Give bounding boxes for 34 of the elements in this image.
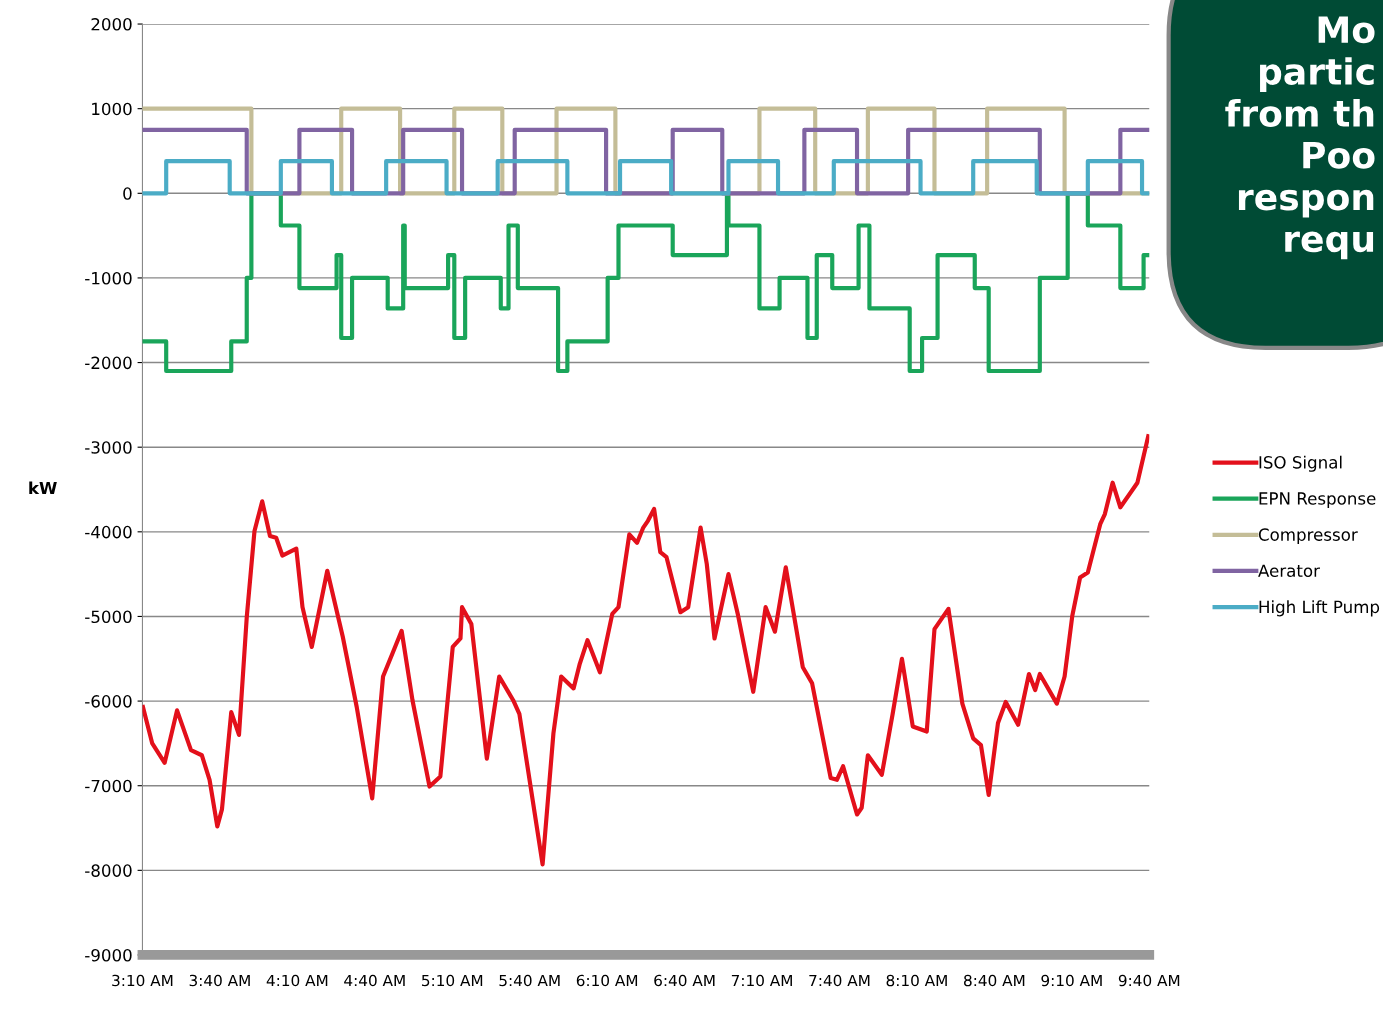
x-tick-label: 3:10 AM — [112, 974, 173, 987]
legend-label: Compressor — [1258, 528, 1358, 545]
x-tick-label: 5:10 AM — [422, 974, 483, 987]
legend-label: High Lift Pump — [1259, 600, 1380, 617]
x-tick-label: 9:40 AM — [1118, 974, 1180, 987]
y-tick-label: -4000 — [85, 525, 132, 539]
x-tick-label: 7:10 AM — [731, 974, 792, 987]
x-tick-label: 8:10 AM — [886, 974, 947, 987]
x-tick-label: 6:10 AM — [576, 974, 638, 987]
y-tick-label: 1000 — [92, 102, 132, 116]
y-tick-label: -2000 — [85, 356, 132, 370]
x-tick-label: 4:10 AM — [266, 974, 328, 987]
legend-label: ISO Signal — [1259, 455, 1342, 472]
line-series — [142, 434, 1150, 867]
y-tick-label: 2000 — [91, 18, 132, 31]
y-tick-label: -7000 — [85, 779, 132, 793]
x-tick-label: 9:10 AM — [1041, 974, 1102, 987]
y-tick-label: 0 — [123, 187, 132, 200]
legend-label: EPN Response — [1259, 492, 1376, 508]
x-tick-label: 3:40 AM — [189, 974, 250, 987]
y-tick-label: -6000 — [85, 695, 132, 708]
y-tick-label: -9000 — [85, 948, 132, 962]
y-tick-label: -3000 — [85, 441, 132, 454]
y-tick-label: -8000 — [85, 864, 132, 877]
x-tick-label: 7:40 AM — [809, 974, 870, 987]
y-tick-label: -1000 — [85, 271, 132, 285]
y-axis-title: kW — [29, 481, 57, 495]
x-tick-label: 4:40 AM — [344, 974, 405, 987]
x-tick-label: 5:40 AM — [499, 974, 560, 987]
text: Mo partic from th Poo respon requ — [1225, 16, 1375, 260]
legend-label: Aerator — [1258, 564, 1320, 578]
x-tick-label: 8:40 AM — [964, 974, 1025, 987]
x-tick-label: 6:40 AM — [654, 974, 715, 987]
y-tick-label: -5000 — [85, 610, 132, 624]
